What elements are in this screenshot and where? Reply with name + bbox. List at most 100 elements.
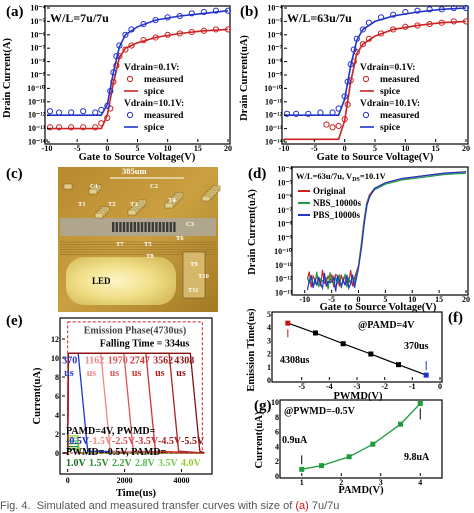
panel-g-plot xyxy=(299,400,423,472)
x-tick-label: 0 xyxy=(438,382,442,391)
legend-label: measured xyxy=(380,111,420,121)
chip-label: T3 xyxy=(130,201,138,208)
y-tick-label: 10⁻⁶ xyxy=(277,192,292,201)
y-tick-label: 10⁻⁷ xyxy=(267,44,282,53)
pamd-line: PAMD=4V, PWMD= xyxy=(66,426,156,437)
legend-label: spice xyxy=(144,123,164,133)
legend-label: NBS_10000s xyxy=(313,198,362,208)
x-tick-label: -3 xyxy=(354,382,361,391)
pwmd-value: -0.5V xyxy=(66,436,90,447)
x-tick-label: 2000 xyxy=(117,476,133,485)
chip-label: T8 xyxy=(146,253,154,260)
data-point xyxy=(396,362,401,368)
chip-pad xyxy=(201,195,211,202)
panel-a-title: W/L=7u/7u xyxy=(50,11,109,25)
emission-phase-box xyxy=(67,321,203,454)
x-tick-label: 5 xyxy=(373,144,377,153)
panel-g-right-value: 9.8uA xyxy=(404,452,430,463)
chip-label: C1 xyxy=(90,183,98,190)
x-tick-label: 15 xyxy=(435,295,443,304)
panel-e-frame xyxy=(59,317,213,475)
data-point xyxy=(414,7,421,14)
panel-b-letter: (b) xyxy=(240,4,258,20)
chip-label: C3 xyxy=(186,221,195,228)
panel-g-xlabel: PAMD(V) xyxy=(338,485,384,496)
x-tick-label: 4 xyxy=(418,478,422,487)
chip-label: T4 xyxy=(168,197,176,204)
data-point xyxy=(323,121,330,128)
y-tick-label: 10⁻⁹ xyxy=(30,71,45,80)
x-tick-label: 0 xyxy=(343,144,347,153)
x-tick-label: -5 xyxy=(74,144,81,153)
chip-transistor-block xyxy=(182,251,206,299)
pwmd-value: -2.5V xyxy=(112,436,136,447)
panel-g-frame xyxy=(279,399,443,479)
data-point xyxy=(317,109,324,116)
chip-label: T7 xyxy=(116,241,124,248)
legend-label: PBS_10000s xyxy=(313,210,361,220)
y-tick-label: 5 xyxy=(267,310,271,319)
chip-via xyxy=(126,222,129,232)
chip-label: T5 xyxy=(144,241,152,248)
chip-via xyxy=(144,222,147,232)
curve-label: us xyxy=(110,368,120,379)
panel-f-frame xyxy=(271,311,443,383)
data-point xyxy=(55,109,63,116)
data-point xyxy=(319,463,324,469)
y-tick-label: 10⁻¹⁰ xyxy=(274,247,293,256)
y-tick-label: 10⁻⁶ xyxy=(30,30,45,39)
panel-b: (b) W/L=63u/7u Vdrain=0.1V: measured spice… xyxy=(239,4,470,164)
legend-label: spice xyxy=(380,87,400,97)
led-area xyxy=(66,257,176,305)
data-point xyxy=(68,109,75,116)
y-tick-label: 4 xyxy=(267,323,271,332)
series-line xyxy=(306,171,467,292)
chip-dimension: 385um xyxy=(122,166,147,176)
x-tick-label: 0 xyxy=(357,295,361,304)
chip-label: T2 xyxy=(108,201,116,208)
data-point xyxy=(426,6,433,13)
panel-f-left-value: 4308us xyxy=(280,355,310,366)
panel-e-ticks: 0 2000 4000 0 2 4 6 8 10 12 xyxy=(51,335,190,485)
x-tick-label: -5 xyxy=(311,144,318,153)
y-tick-label: 2 xyxy=(267,350,271,359)
y-tick-label: 8 xyxy=(275,413,279,422)
panel-g-note: @PWMD=-0.5V xyxy=(284,406,356,417)
legend-heading: Vdrain=10.1V: xyxy=(124,99,184,109)
data-point xyxy=(329,124,336,131)
curve-label: us xyxy=(155,368,165,379)
x-tick-label: 10 xyxy=(401,144,409,153)
panel-d-legend: Original NBS_10000s PBS_10000s xyxy=(298,186,362,220)
data-point xyxy=(285,320,291,326)
curve-label: us xyxy=(176,368,186,379)
panel-b-plot xyxy=(283,4,470,141)
curve-label: 1162 xyxy=(85,356,104,367)
data-point xyxy=(55,124,63,131)
y-tick-label: 1 xyxy=(267,363,271,372)
data-point xyxy=(80,108,87,115)
data-point xyxy=(368,351,374,357)
curve-label: 4308 xyxy=(174,356,194,367)
legend-heading: Vdrain=0.1V: xyxy=(360,63,415,73)
y-tick-label: 0 xyxy=(55,449,59,458)
chip-via xyxy=(155,222,158,232)
series-line xyxy=(284,7,467,116)
chip-label: T9 xyxy=(190,261,198,268)
y-tick-label: 2 xyxy=(275,457,279,466)
data-point xyxy=(293,110,300,117)
y-tick-label: 10⁻⁸ xyxy=(277,220,292,229)
pwmd-value: -3.5V xyxy=(135,436,159,447)
panel-d-frame xyxy=(291,166,469,296)
data-point xyxy=(299,466,305,472)
panel-e: (e) Emission Phase(4730us) Falling Time =… xyxy=(6,313,213,499)
panel-a-frame xyxy=(44,5,231,145)
panel-a-legend: Vdrain=0.1V: measured spice Vdrain=10.1V: me… xyxy=(124,63,184,133)
panel-a-xlabel: Gate to Source Voltage(V) xyxy=(79,152,196,163)
caption-tail: 7u/7u xyxy=(311,500,340,512)
x-tick-label: 20 xyxy=(462,295,470,304)
x-tick-label: 4000 xyxy=(174,476,190,485)
panel-f-xlabel: PWMD(V) xyxy=(334,391,383,402)
data-point xyxy=(398,421,403,427)
